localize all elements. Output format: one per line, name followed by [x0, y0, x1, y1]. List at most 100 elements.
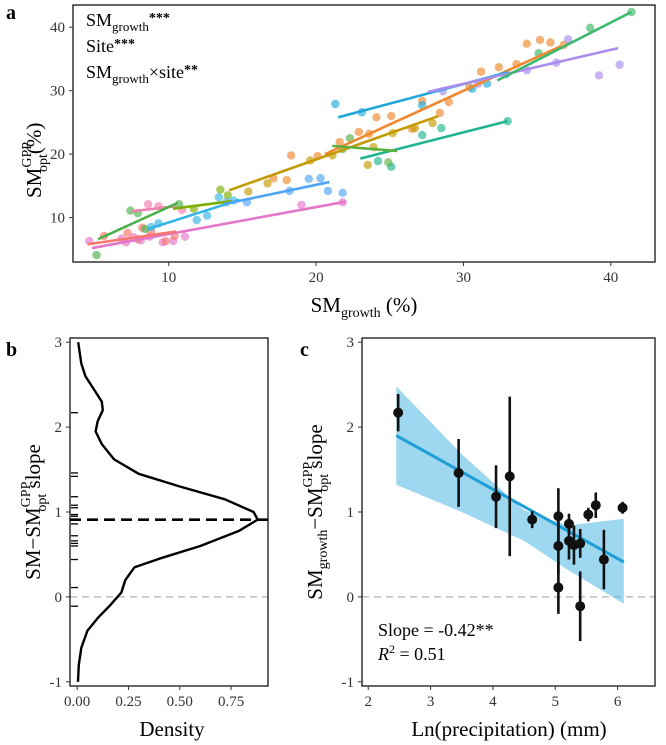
regression-line	[496, 10, 633, 82]
data-point	[304, 174, 313, 184]
regression-line	[332, 144, 398, 153]
data-point	[583, 509, 594, 520]
subscript: opt	[36, 154, 51, 172]
data-point	[393, 407, 404, 418]
x-axis-label: Density	[139, 717, 205, 741]
data-point	[297, 200, 306, 210]
subscript: growth	[316, 530, 331, 570]
y-axis-label: SM−SMGPPopt slope	[19, 444, 50, 580]
x-tick-label: 5	[552, 694, 560, 710]
data-point	[494, 62, 504, 72]
data-point	[437, 123, 446, 133]
data-point	[338, 188, 347, 198]
text-span: slope	[21, 444, 45, 494]
subscript: opt	[35, 494, 50, 512]
text-span: (%)	[22, 123, 46, 154]
significance-stars: ***	[114, 37, 135, 52]
x-axis-label: SMgrowth (%)	[311, 293, 418, 321]
data-point	[372, 113, 381, 122]
data-point	[331, 99, 340, 109]
data-point	[476, 67, 486, 76]
panel-label: a	[6, 2, 16, 24]
data-point	[546, 38, 555, 47]
x-tick-label: 3	[427, 694, 435, 710]
data-point	[428, 118, 437, 128]
text-span: (%)	[381, 293, 418, 317]
text-span: SM	[311, 293, 342, 317]
data-point	[453, 467, 464, 478]
y-tick-label: 0	[55, 590, 63, 606]
data-point	[384, 158, 393, 167]
y-tick-label: 2	[347, 420, 355, 436]
text-span: SM−SM	[21, 507, 45, 580]
data-point	[263, 179, 272, 188]
x-tick-label: 40	[603, 270, 618, 286]
data-point	[491, 491, 502, 502]
y-tick-label: 40	[50, 20, 65, 36]
text-span: SM	[86, 62, 112, 82]
x-tick-label: 6	[614, 694, 622, 710]
data-point	[161, 236, 171, 246]
regression-line	[228, 114, 439, 192]
data-point	[363, 160, 372, 170]
data-point	[575, 538, 586, 549]
data-point	[615, 60, 624, 69]
x-tick-label: 30	[456, 270, 471, 286]
data-point	[617, 502, 628, 513]
y-tick-label: 0	[347, 590, 355, 606]
data-point	[553, 511, 564, 522]
x-tick-label: 4	[489, 694, 497, 710]
text-span: ×site	[149, 62, 184, 82]
regression-line	[91, 200, 346, 250]
text-span: slope	[303, 424, 327, 474]
data-point	[585, 23, 595, 33]
y-axis-label: SMGPPopt(%)	[20, 123, 51, 198]
data-point	[282, 175, 291, 185]
data-point	[354, 127, 364, 137]
y-tick-label: 30	[50, 84, 65, 100]
y-tick-label: -1	[342, 675, 355, 691]
plot-border	[72, 4, 656, 263]
data-point	[223, 191, 232, 200]
text-span: Slope = -0.42**	[378, 620, 494, 640]
annotation-term: Site***	[86, 36, 135, 56]
y-tick-label: 3	[55, 335, 63, 351]
x-tick-label: 0.75	[218, 694, 244, 710]
data-point	[504, 471, 515, 482]
data-point	[192, 215, 201, 225]
data-point	[335, 137, 344, 147]
data-point	[286, 151, 296, 160]
confidence-band	[396, 386, 624, 604]
y-tick-label: 1	[347, 505, 355, 521]
regression-line	[97, 201, 179, 241]
significance-stars: ***	[149, 11, 170, 26]
x-tick-label: 2	[364, 694, 372, 710]
subscript: growth	[341, 306, 381, 321]
x-tick-label: 0.50	[167, 694, 193, 710]
text-span: −SM	[303, 487, 327, 530]
panel-label: c	[300, 339, 309, 361]
r-squared-annotation: R2 = 0.51	[377, 642, 446, 664]
data-point	[598, 554, 609, 565]
subscript: opt	[317, 474, 332, 492]
superscript: GPP	[20, 142, 35, 168]
superscript: 2	[389, 642, 395, 656]
data-point	[553, 582, 564, 593]
data-point	[373, 156, 383, 166]
data-point	[522, 39, 532, 48]
data-point	[444, 97, 453, 107]
data-point	[590, 500, 601, 511]
text-span: SM	[303, 569, 327, 600]
x-tick-label: 0.00	[64, 694, 90, 710]
x-tick-label: 10	[161, 270, 176, 286]
data-point	[202, 211, 212, 220]
data-point	[575, 601, 586, 612]
x-tick-label: 0.25	[115, 694, 141, 710]
data-point	[244, 187, 253, 196]
superscript: GPP	[301, 462, 316, 488]
y-tick-label: 10	[50, 211, 65, 227]
significance-stars: **	[184, 63, 198, 78]
data-point	[216, 185, 225, 194]
regression-line	[427, 46, 619, 94]
